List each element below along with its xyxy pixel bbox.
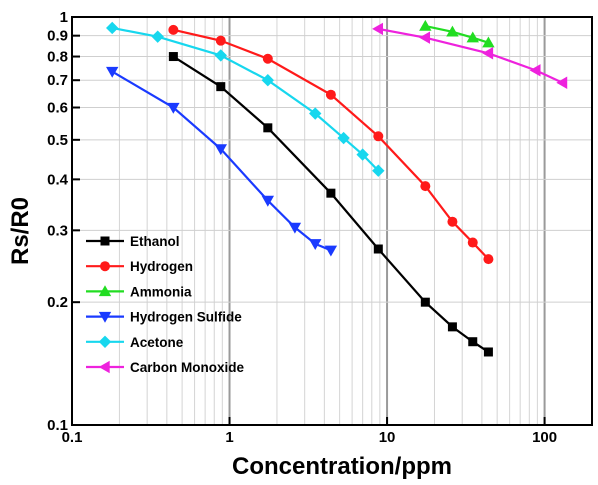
series-ammonia (419, 19, 495, 48)
legend-label: Ammonia (130, 284, 192, 299)
data-point-ammonia (466, 31, 479, 43)
y-axis-title: Rs/R0 (7, 197, 34, 265)
legend-marker (98, 335, 112, 348)
data-point-ethanol (483, 347, 493, 357)
x-tick-label: 100 (532, 429, 557, 446)
data-point-hydrogen-sulfide (214, 144, 227, 156)
legend-item-hydrogen: Hydrogen (86, 259, 193, 274)
series-hydrogen (168, 24, 494, 265)
y-tick-label: 1 (60, 9, 68, 26)
data-point-acetone (151, 30, 164, 43)
data-point-carbon-monoxide (419, 31, 431, 44)
series-ethanol (168, 52, 493, 357)
y-tick-label: 0.8 (47, 49, 68, 66)
data-point-acetone (337, 131, 350, 145)
x-tick-label: 1 (225, 429, 233, 446)
data-point-acetone (261, 74, 275, 87)
legend-item-acetone: Acetone (86, 335, 184, 350)
y-tick-label: 0.7 (47, 72, 68, 89)
data-point-hydrogen-sulfide (106, 66, 119, 78)
data-point-ethanol (216, 82, 226, 92)
x-tick-label: 0.1 (62, 429, 83, 446)
data-point-acetone (214, 49, 227, 62)
data-point-carbon-monoxide (372, 22, 384, 36)
legend-marker (98, 311, 112, 323)
legend-marker (98, 360, 110, 374)
y-tick-label: 0.6 (47, 100, 68, 117)
data-point-hydrogen (420, 181, 431, 192)
data-point-carbon-monoxide (529, 64, 541, 77)
legend-item-hydrogen-sulfide: Hydrogen Sulfide (86, 310, 242, 325)
legend-label: Acetone (130, 335, 184, 350)
series-line-ammonia (425, 25, 489, 44)
y-tick-label: 0.4 (47, 171, 69, 188)
legend-label: Hydrogen Sulfide (130, 310, 242, 325)
data-point-ammonia (482, 36, 495, 48)
legend: Ethanol Hydrogen Ammonia Hydrogen Sulfide Ac… (86, 234, 244, 375)
plot-frame (71, 16, 593, 426)
data-point-ethanol (420, 297, 430, 307)
data-point-ethanol (263, 123, 273, 133)
legend-label: Ethanol (130, 234, 180, 249)
grid (72, 17, 592, 425)
data-point-carbon-monoxide (556, 76, 568, 89)
data-point-hydrogen-sulfide (167, 102, 180, 114)
data-point-acetone (106, 21, 119, 35)
legend-label: Carbon Monoxide (130, 360, 244, 375)
data-point-carbon-monoxide (482, 47, 494, 60)
x-tick-label: 10 (379, 429, 396, 446)
series-carbon-monoxide (372, 22, 568, 89)
data-point-ethanol (468, 337, 478, 347)
y-tick-label: 0.3 (47, 222, 68, 239)
data-point-ethanol (326, 188, 336, 198)
data-point-hydrogen (215, 35, 226, 46)
data-point-ethanol (447, 322, 457, 332)
y-tick-label: 0.1 (47, 417, 68, 434)
series-line-ethanol (172, 55, 490, 353)
series-hydrogen-sulfide (106, 66, 338, 257)
data-point-hydrogen-sulfide (324, 245, 338, 257)
data-point-ammonia (446, 25, 459, 37)
data-point-hydrogen (447, 216, 458, 227)
data-point-acetone (309, 107, 322, 120)
legend-marker (98, 285, 112, 297)
data-point-acetone (356, 148, 369, 161)
data-point-acetone (372, 164, 385, 177)
data-point-ammonia (419, 19, 432, 31)
legend-item-ethanol: Ethanol (86, 234, 180, 249)
data-point-ethanol (168, 52, 178, 62)
legend-marker (100, 236, 110, 246)
y-tick-label: 0.2 (47, 294, 68, 311)
data-point-hydrogen-sulfide (261, 195, 275, 207)
data-point-hydrogen (483, 254, 494, 265)
data-point-hydrogen (467, 237, 478, 248)
data-point-hydrogen (168, 24, 179, 35)
data-point-hydrogen (262, 53, 273, 64)
x-axis-title: Concentration/ppm (232, 453, 452, 480)
data-point-hydrogen-sulfide (309, 239, 322, 251)
y-tick-label: 0.9 (47, 28, 68, 45)
series-layer (106, 19, 568, 357)
legend-marker (100, 261, 110, 272)
y-tick-label: 0.5 (47, 132, 68, 149)
axis-ticks: 0.1 1 10 100 0.1 0.2 0.3 0.4 0.5 0.6 0.7 0.8 0.9 1 (47, 9, 557, 446)
data-point-hydrogen-sulfide (288, 222, 302, 234)
series-acetone (106, 21, 385, 177)
legend-label: Hydrogen (130, 259, 193, 274)
legend-item-carbon-monoxide: Carbon Monoxide (86, 360, 244, 375)
legend-item-ammonia: Ammonia (86, 284, 192, 299)
data-point-hydrogen (325, 89, 336, 100)
data-point-hydrogen (373, 131, 384, 142)
data-point-ethanol (373, 244, 383, 254)
